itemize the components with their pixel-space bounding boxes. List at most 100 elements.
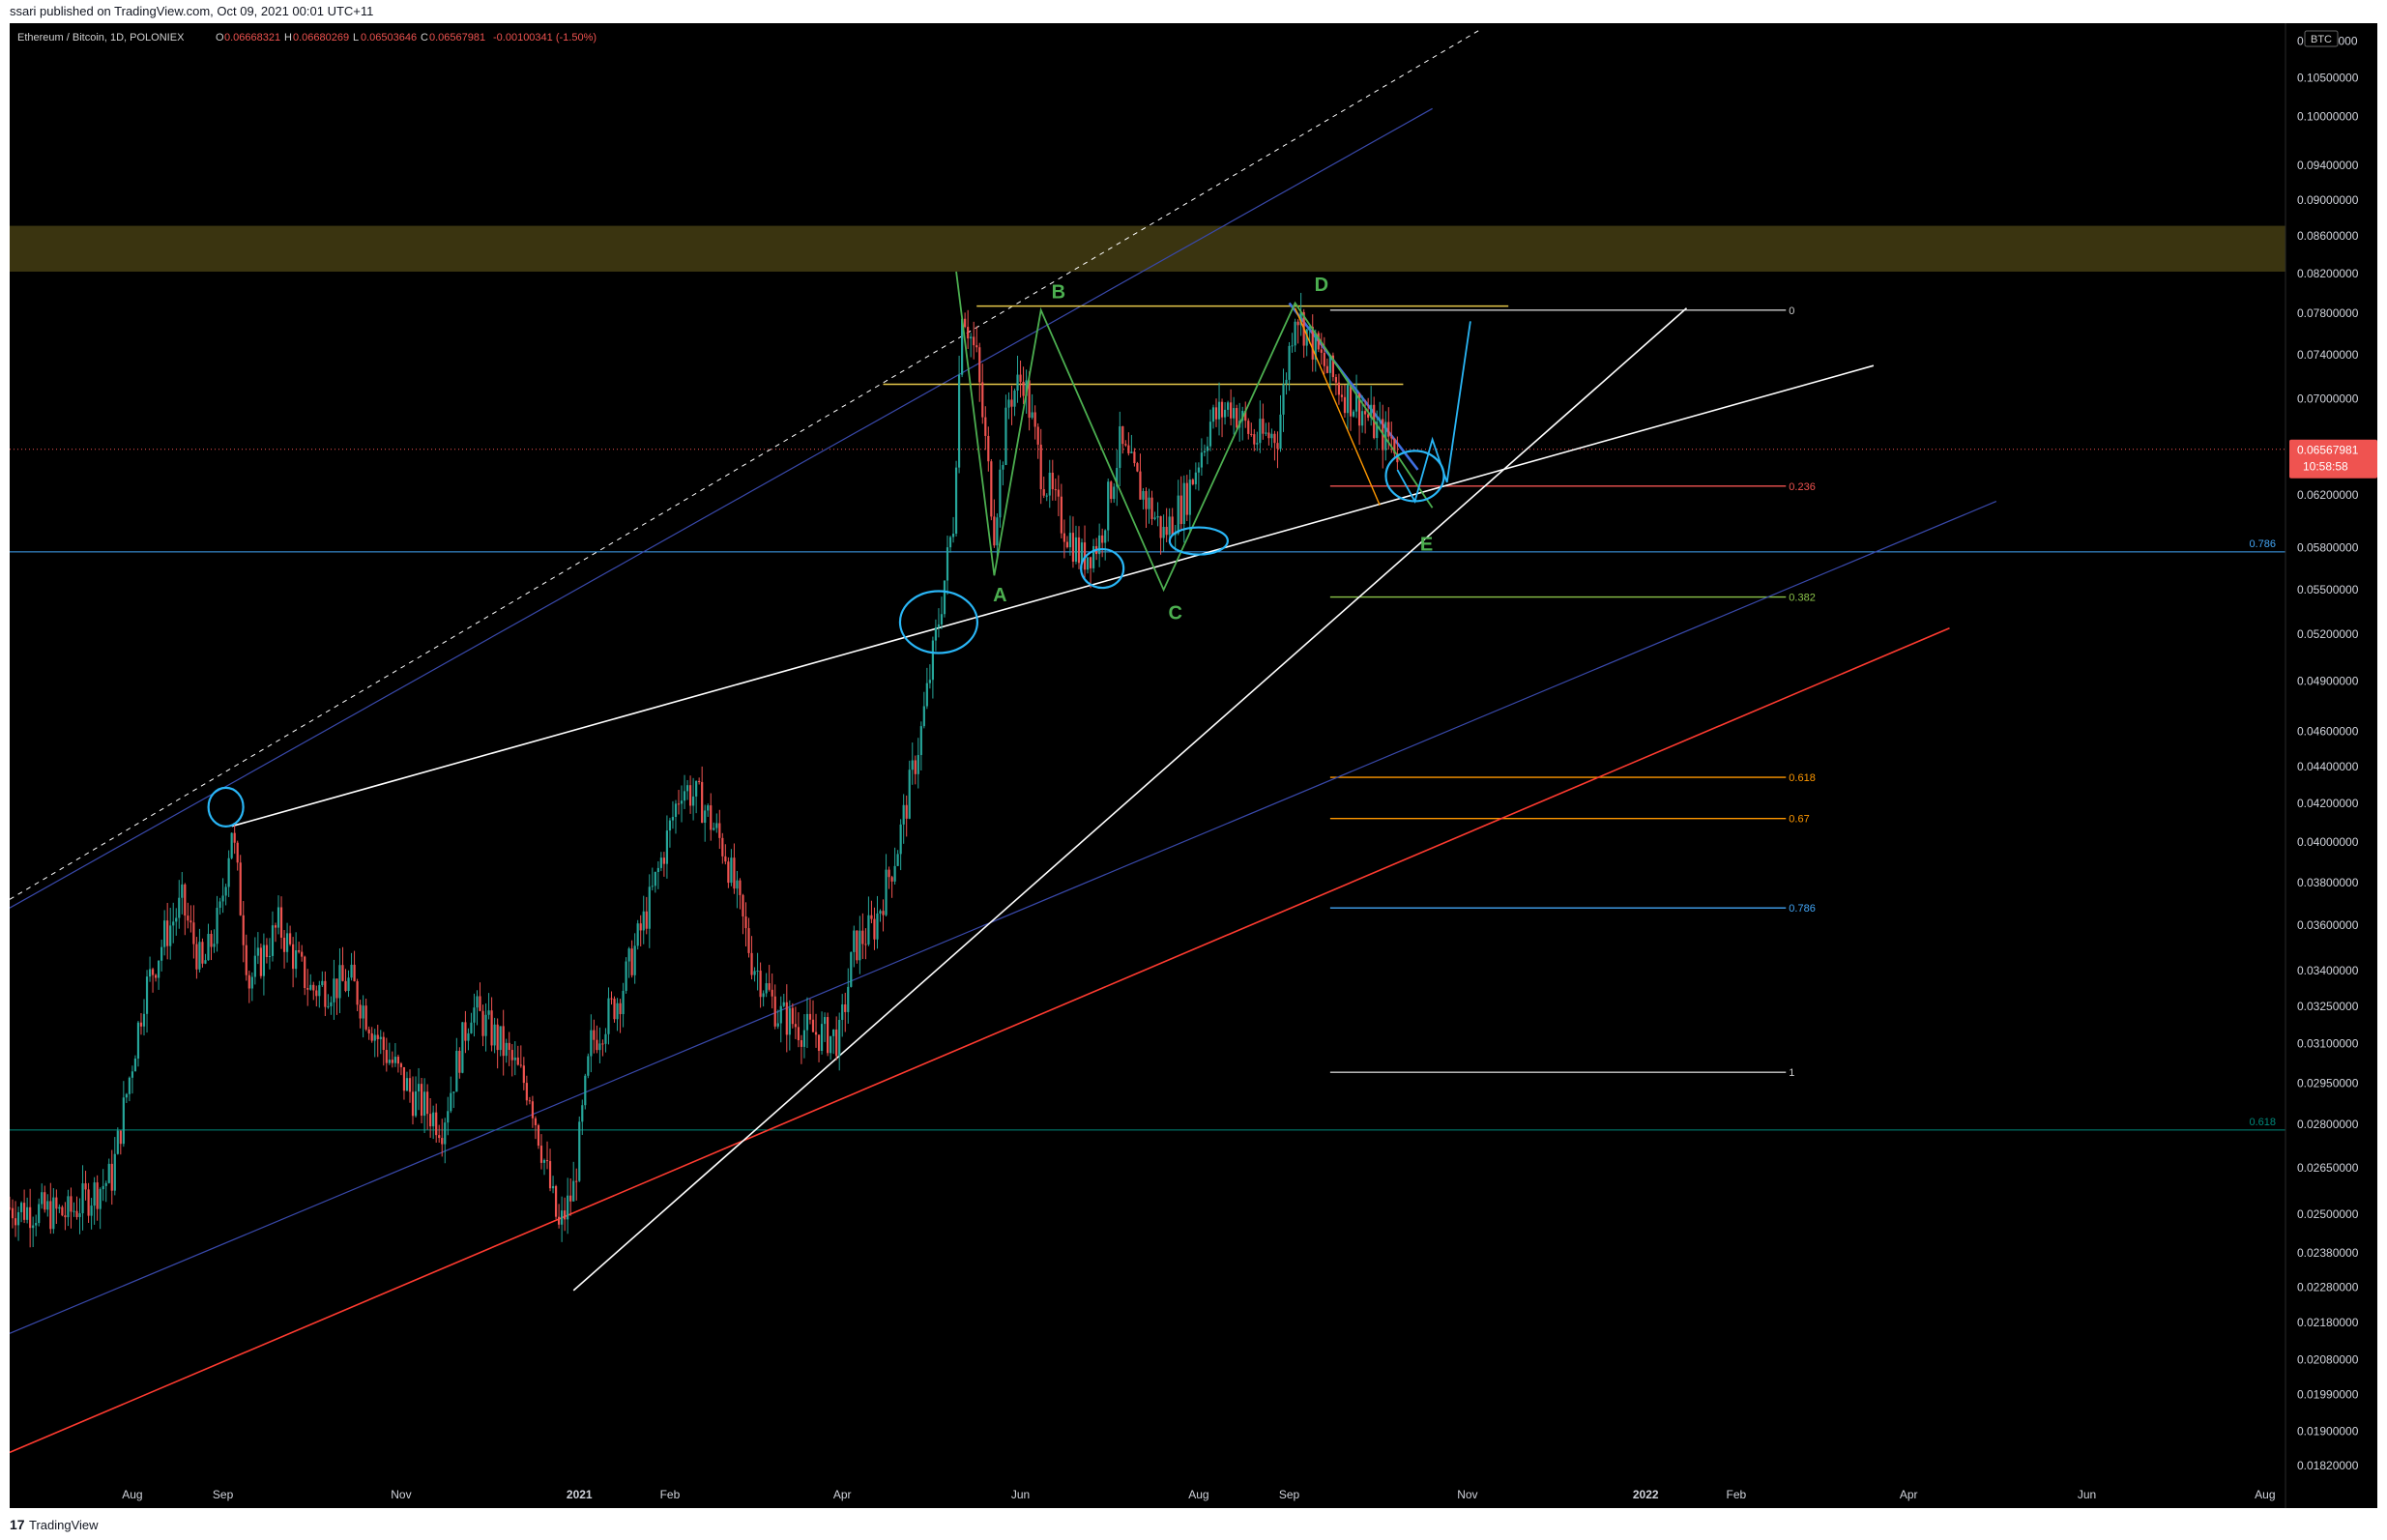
- candle-body[interactable]: [951, 534, 955, 538]
- candle-body[interactable]: [379, 1036, 382, 1039]
- candle-body[interactable]: [1270, 433, 1273, 439]
- highlight-circle[interactable]: [898, 590, 979, 654]
- candle-body[interactable]: [110, 1163, 113, 1191]
- candle-body[interactable]: [55, 1197, 58, 1209]
- candle-body[interactable]: [596, 1039, 598, 1051]
- candle-body[interactable]: [1071, 533, 1075, 562]
- candle-body[interactable]: [461, 1022, 464, 1073]
- candle-body[interactable]: [1364, 411, 1367, 415]
- candle-body[interactable]: [830, 1035, 832, 1054]
- candle-body[interactable]: [233, 832, 236, 843]
- candle-body[interactable]: [739, 880, 742, 895]
- candle-body[interactable]: [601, 1043, 604, 1045]
- candle-body[interactable]: [773, 996, 776, 1027]
- candle-body[interactable]: [1007, 399, 1010, 408]
- candle-body[interactable]: [800, 1040, 803, 1047]
- candle-body[interactable]: [1214, 407, 1218, 420]
- candle-body[interactable]: [1357, 393, 1361, 426]
- candle-body[interactable]: [1393, 438, 1396, 454]
- candle-body[interactable]: [44, 1192, 46, 1210]
- candle-body[interactable]: [890, 877, 893, 882]
- candle-body[interactable]: [1370, 404, 1373, 419]
- candle-body[interactable]: [791, 1007, 794, 1025]
- candle-body[interactable]: [908, 770, 911, 819]
- candle-body[interactable]: [885, 869, 888, 915]
- candle-body[interactable]: [245, 944, 247, 975]
- candle-body[interactable]: [1259, 419, 1262, 444]
- candle-body[interactable]: [399, 1063, 403, 1067]
- candle-body[interactable]: [295, 950, 298, 970]
- candle-body[interactable]: [1080, 542, 1084, 564]
- candle-body[interactable]: [662, 857, 665, 864]
- candle-body[interactable]: [224, 886, 227, 896]
- candle-body[interactable]: [1323, 352, 1325, 366]
- candle-body[interactable]: [730, 857, 733, 884]
- candle-body[interactable]: [350, 964, 353, 978]
- candle-body[interactable]: [23, 1203, 26, 1220]
- candle-body[interactable]: [333, 978, 335, 1002]
- price-chart[interactable]: 0.786 0.618 0 0.236 0.382 0.618 0.67 0.786 1 A B…: [8, 23, 2377, 1508]
- candle-body[interactable]: [1054, 489, 1057, 491]
- candle-body[interactable]: [367, 1029, 370, 1033]
- candle-body[interactable]: [581, 1105, 584, 1122]
- candle-body[interactable]: [710, 805, 713, 830]
- candle-body[interactable]: [61, 1206, 64, 1216]
- candle-body[interactable]: [668, 820, 672, 831]
- candle-body[interactable]: [721, 837, 724, 857]
- candle-body[interactable]: [81, 1183, 84, 1214]
- candle-body[interactable]: [1136, 463, 1139, 472]
- candle-body[interactable]: [867, 915, 870, 944]
- candle-body[interactable]: [1379, 419, 1382, 422]
- candle-body[interactable]: [1262, 419, 1265, 434]
- candle-body[interactable]: [335, 978, 338, 999]
- candle-body[interactable]: [1188, 479, 1191, 515]
- candle-body[interactable]: [531, 1101, 535, 1119]
- candle-body[interactable]: [622, 990, 625, 1015]
- candle-body[interactable]: [166, 920, 169, 946]
- candle-body[interactable]: [548, 1161, 552, 1189]
- candle-body[interactable]: [861, 930, 864, 944]
- candle-body[interactable]: [1130, 451, 1133, 453]
- candle-body[interactable]: [279, 907, 283, 938]
- candle-body[interactable]: [1159, 515, 1162, 538]
- candle-body[interactable]: [227, 857, 230, 887]
- candle-body[interactable]: [154, 974, 158, 978]
- candle-body[interactable]: [14, 1218, 17, 1226]
- candle-body[interactable]: [447, 1111, 450, 1123]
- candle-body[interactable]: [1171, 516, 1174, 536]
- candle-body[interactable]: [1334, 377, 1338, 383]
- candle-body[interactable]: [487, 1010, 490, 1015]
- candle-body[interactable]: [1119, 426, 1121, 469]
- candle-body[interactable]: [479, 996, 481, 1011]
- candle-body[interactable]: [142, 1013, 146, 1027]
- candle-body[interactable]: [537, 1124, 540, 1147]
- candle-body[interactable]: [187, 915, 189, 921]
- candle-body[interactable]: [169, 925, 172, 946]
- candle-body[interactable]: [417, 1084, 421, 1091]
- candle-body[interactable]: [1230, 402, 1233, 419]
- candle-body[interactable]: [1045, 495, 1048, 497]
- abcde-wave-path[interactable]: [955, 271, 1434, 593]
- candle-body[interactable]: [1124, 444, 1127, 446]
- candle-body[interactable]: [1116, 468, 1119, 487]
- candle-body[interactable]: [1247, 421, 1250, 434]
- candle-body[interactable]: [967, 327, 970, 339]
- candle-body[interactable]: [1256, 443, 1259, 445]
- candle-body[interactable]: [1182, 482, 1185, 524]
- candle-body[interactable]: [870, 915, 873, 919]
- candle-body[interactable]: [277, 907, 280, 928]
- candle-body[interactable]: [1156, 515, 1159, 518]
- candle-body[interactable]: [961, 318, 964, 375]
- candle-body[interactable]: [873, 918, 876, 940]
- candle-body[interactable]: [441, 1138, 444, 1145]
- candle-body[interactable]: [35, 1223, 38, 1226]
- candle-body[interactable]: [776, 1023, 779, 1027]
- candle-body[interactable]: [422, 1091, 426, 1117]
- candle-body[interactable]: [1004, 407, 1007, 466]
- candle-body[interactable]: [1279, 414, 1282, 450]
- candle-body[interactable]: [613, 999, 616, 1020]
- candle-body[interactable]: [1325, 365, 1328, 373]
- candle-body[interactable]: [744, 915, 747, 929]
- candle-body[interactable]: [642, 911, 645, 931]
- candle-body[interactable]: [1387, 421, 1390, 437]
